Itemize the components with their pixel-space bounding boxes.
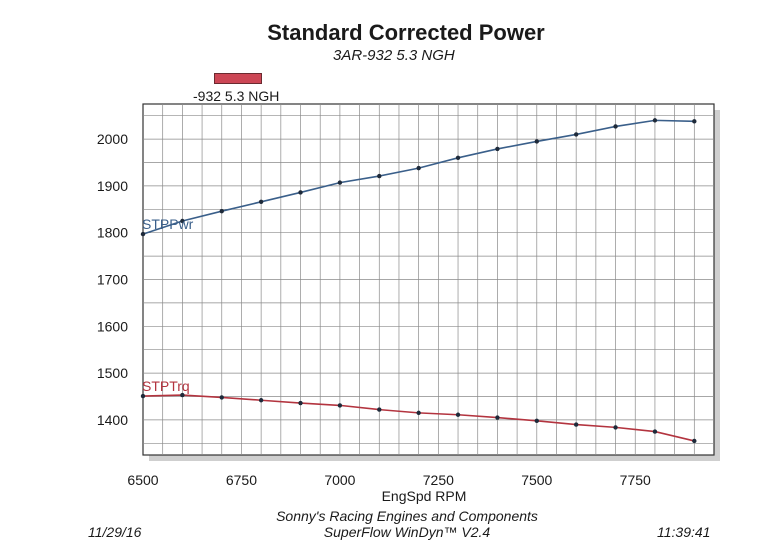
data-point-stppwr xyxy=(652,118,658,123)
data-point-stptrq xyxy=(416,410,421,416)
data-point-stptrq xyxy=(219,395,224,400)
data-point-stppwr xyxy=(573,132,579,137)
data-point-stptrq xyxy=(495,415,500,420)
data-point-stppwr xyxy=(377,173,382,179)
data-point-stppwr xyxy=(495,146,500,152)
data-point-stptrq xyxy=(534,418,539,424)
data-point-stptrq xyxy=(258,398,264,403)
data-point-stppwr xyxy=(692,119,697,124)
data-point-stppwr xyxy=(140,231,146,237)
x-tick-label: 7250 xyxy=(423,472,454,488)
data-point-stppwr xyxy=(298,190,303,195)
x-tick-label: 7500 xyxy=(521,472,552,488)
data-point-stppwr xyxy=(219,208,224,214)
data-point-stptrq xyxy=(455,412,461,417)
data-point-stppwr xyxy=(613,124,618,129)
data-point-stptrq xyxy=(298,400,303,406)
data-point-stptrq xyxy=(613,425,618,430)
data-point-stptrq xyxy=(377,407,382,412)
y-tick-label: 1900 xyxy=(97,178,128,194)
x-tick-label: 7750 xyxy=(620,472,651,488)
series-label-stppwr: STPPwr xyxy=(142,216,194,232)
data-point-stptrq xyxy=(180,392,185,398)
legend-swatch xyxy=(214,73,262,84)
y-tick-label: 1600 xyxy=(97,318,128,334)
legend-label: -932 5.3 NGH xyxy=(193,88,280,104)
y-tick-label: 1400 xyxy=(97,412,128,428)
data-point-stppwr xyxy=(258,199,264,205)
data-point-stptrq xyxy=(652,429,658,434)
data-point-stptrq xyxy=(573,422,579,427)
data-point-stptrq xyxy=(337,403,343,408)
data-point-stptrq xyxy=(140,393,146,399)
x-tick-label: 6750 xyxy=(226,472,257,488)
y-tick-label: 1800 xyxy=(97,225,128,241)
data-point-stptrq xyxy=(692,438,697,444)
y-tick-label: 2000 xyxy=(97,131,128,147)
data-point-stppwr xyxy=(416,165,421,171)
data-point-stppwr xyxy=(180,218,185,224)
y-tick-label: 1700 xyxy=(97,272,128,288)
data-point-stppwr xyxy=(455,155,461,161)
data-point-stppwr xyxy=(534,139,539,144)
footer-software: SuperFlow WinDyn™ V2.4 xyxy=(323,524,491,540)
x-tick-label: 7000 xyxy=(324,472,355,488)
y-tick-label: 1500 xyxy=(97,365,128,381)
chart-title: Standard Corrected Power xyxy=(267,20,545,45)
x-axis-label: EngSpd RPM xyxy=(381,488,467,504)
footer-date: 11/29/16 xyxy=(88,524,142,540)
data-point-stppwr xyxy=(337,180,343,185)
footer-company: Sonny's Racing Engines and Components xyxy=(276,508,538,524)
x-tick-label: 6500 xyxy=(127,472,158,488)
series-label-stptrq: STPTrq xyxy=(142,378,190,394)
footer-time: 11:39:41 xyxy=(657,524,711,540)
chart-subtitle: 3AR-932 5.3 NGH xyxy=(333,47,455,64)
